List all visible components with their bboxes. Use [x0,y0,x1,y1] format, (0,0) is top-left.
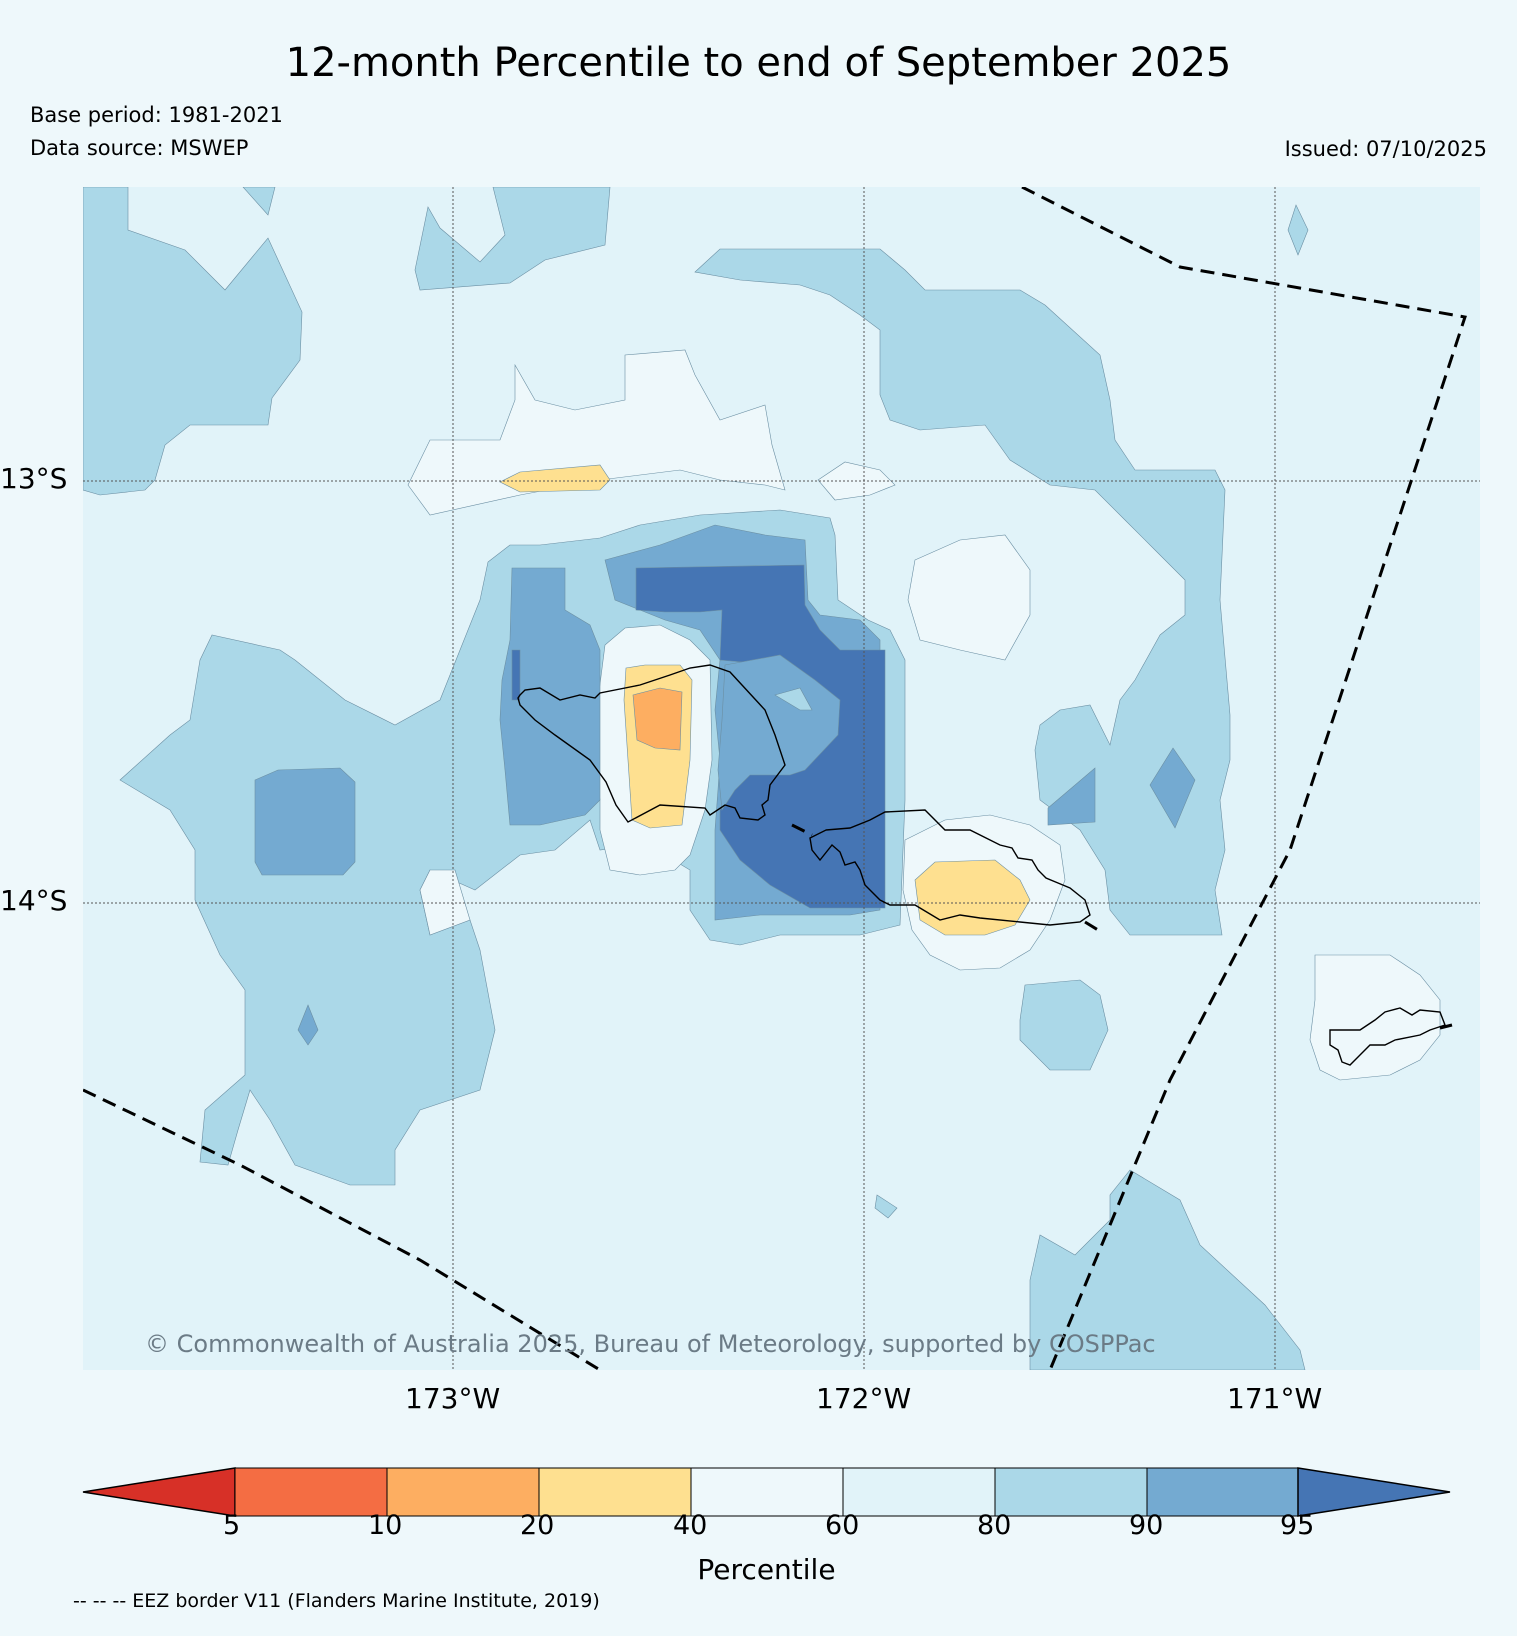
issued-date-label: Issued: 07/10/2025 [1284,137,1487,161]
base-period-label: Base period: 1981-2021 [30,103,283,127]
colorbar-segment-0-5 [82,1467,236,1517]
contour-40-60-east-blob [907,534,1031,661]
colorbar-segment-80-90 [994,1467,1148,1517]
colorbar [82,1467,1451,1517]
colorbar-tick-10: 10 [368,1510,403,1541]
colorbar-segment-40-60 [690,1467,844,1517]
contour-40-60-far-east [1309,954,1441,1081]
gridlines [83,187,1480,1370]
chart-title: 12-month Percentile to end of September … [285,40,1232,86]
contour-80-90-north [242,187,276,216]
contour-80-90-inner-small [774,687,813,711]
contour-80-90-east-edge [1287,204,1309,256]
contour-95-plus-left-sliver [511,649,521,701]
colorbar-segment-10-20 [386,1467,540,1517]
colorbar-tick-60: 60 [825,1510,860,1541]
colorbar-tick-90: 90 [1129,1510,1164,1541]
lon-label-173w: 173°W [405,1382,501,1415]
contour-90-95-west [254,767,356,876]
contour-80-90-south [1029,1169,1306,1370]
contour-40-60-north [407,349,786,516]
contour-90-95-inner [717,654,841,811]
colorbar-segment-60-80 [842,1467,996,1517]
lon-label-172w: 172°W [816,1382,912,1415]
colorbar-tick-40: 40 [673,1510,708,1541]
lat-label-14s: 14°S [0,884,68,917]
contour-20-40-north [499,464,611,493]
colorbar-tick-80: 80 [977,1510,1012,1541]
eez-border-note: -- -- -- EEZ border V11 (Flanders Marine… [73,1590,600,1612]
colorbar-tick-20: 20 [520,1510,555,1541]
colorbar-segment-5-10 [234,1467,388,1517]
contour-80-90-north-center [414,187,611,291]
contour-90-95-small-southwest [297,1004,319,1046]
colorbar-segment-95-plus [1297,1467,1451,1517]
contour-10-20-pocket [632,687,683,751]
contour-90-95-east [1047,767,1096,826]
contour-80-90-northeast [694,248,1231,936]
colorbar-title: Percentile [697,1553,836,1586]
contour-90-95-center-left [499,567,601,826]
colorbar-segment-20-40 [538,1467,692,1517]
contour-80-90-small [874,1194,898,1219]
lon-label-171w: 171°W [1227,1382,1323,1415]
contour-20-40-southeast [914,859,1031,936]
contour-80-90-southeast [1019,979,1109,1071]
colorbar-segment-90-95 [1146,1467,1299,1517]
coastlines [517,664,1446,1066]
lat-label-13s: 13°S [0,462,68,495]
contour-80-90-northwest [83,187,303,496]
copyright-notice: © Commonwealth of Australia 2025, Bureau… [145,1330,1156,1358]
eez-borders [83,187,1467,1370]
data-source-label: Data source: MSWEP [30,136,249,160]
colorbar-tick-95: 95 [1280,1510,1315,1541]
contour-90-95-east-diamond [1149,747,1196,829]
colorbar-tick-5: 5 [223,1510,241,1541]
